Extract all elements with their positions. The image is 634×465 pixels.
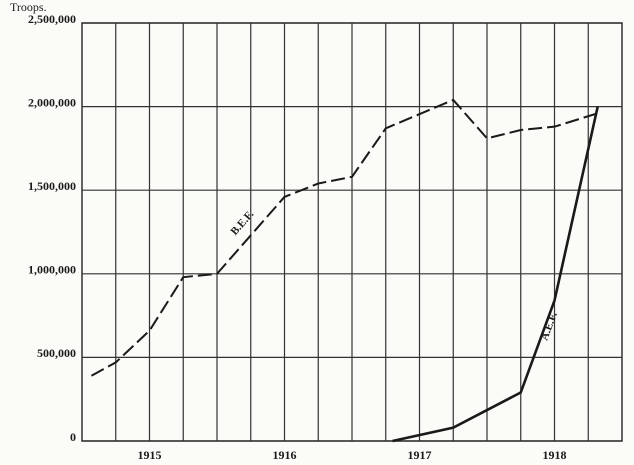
y-tick-label: 2,000,000 <box>28 95 76 109</box>
x-tick-label: 1915 <box>138 448 162 462</box>
y-tick-label: 500,000 <box>37 346 76 360</box>
series-line <box>392 106 599 443</box>
y-tick-label: 1,500,000 <box>28 179 76 193</box>
x-tick-label: 1918 <box>543 448 567 462</box>
y-axis-label: Troops. <box>10 0 47 14</box>
series-label: A.E.F. <box>539 310 560 342</box>
x-tick-label: 1917 <box>408 448 432 462</box>
x-tick-label: 1916 <box>273 448 297 462</box>
y-tick-label: 2,500,000 <box>28 12 76 26</box>
series-line <box>90 98 598 377</box>
y-tick-label: 0 <box>70 430 76 444</box>
series-label: B.E.F. <box>228 208 256 238</box>
y-tick-label: 1,000,000 <box>28 263 76 277</box>
